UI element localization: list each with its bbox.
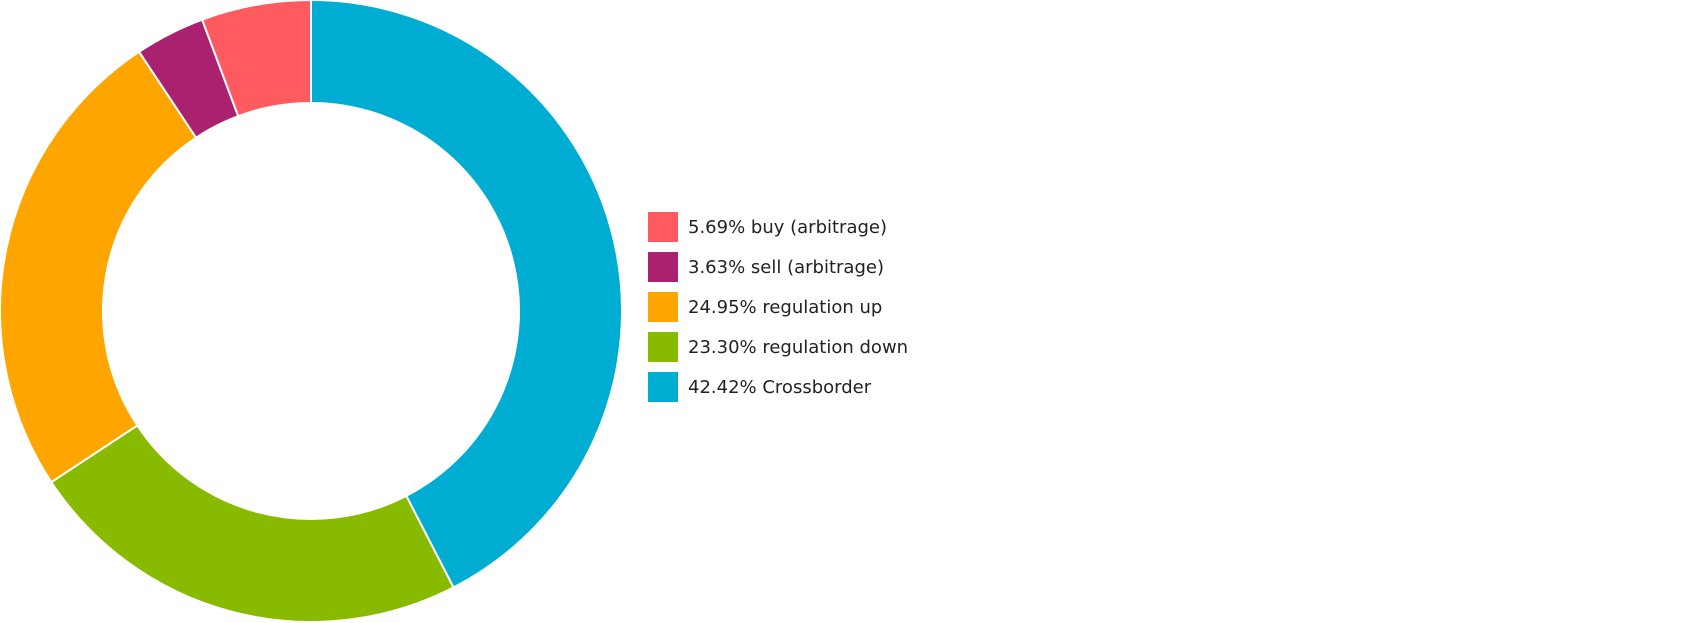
chart-legend: 5.69% buy (arbitrage) 3.63% sell (arbitr… <box>648 207 908 407</box>
legend-label-regulation-up: 24.95% regulation up <box>688 296 883 318</box>
legend-label-sell-arbitrage: 3.63% sell (arbitrage) <box>688 256 884 278</box>
legend-item-crossborder: 42.42% Crossborder <box>648 367 908 407</box>
legend-swatch-crossborder <box>648 372 678 402</box>
legend-swatch-regulation-up <box>648 292 678 322</box>
legend-item-regulation-up: 24.95% regulation up <box>648 287 908 327</box>
legend-item-regulation-down: 23.30% regulation down <box>648 327 908 367</box>
legend-label-buy-arbitrage: 5.69% buy (arbitrage) <box>688 216 888 238</box>
legend-item-sell-arbitrage: 3.63% sell (arbitrage) <box>648 247 908 287</box>
donut-slice-buy-arbitrage <box>200 0 312 118</box>
legend-swatch-sell-arbitrage <box>648 252 678 282</box>
legend-swatch-buy-arbitrage <box>648 212 678 242</box>
donut-chart-svg <box>0 0 623 623</box>
legend-label-regulation-down: 23.30% regulation down <box>688 336 909 358</box>
legend-label-crossborder: 42.42% Crossborder <box>688 376 872 398</box>
donut-slice-regulation-up <box>0 50 198 484</box>
legend-item-buy-arbitrage: 5.69% buy (arbitrage) <box>648 207 908 247</box>
legend-swatch-regulation-down <box>648 332 678 362</box>
donut-slice-regulation-down <box>49 424 455 623</box>
donut-slice-crossborder <box>310 0 623 589</box>
